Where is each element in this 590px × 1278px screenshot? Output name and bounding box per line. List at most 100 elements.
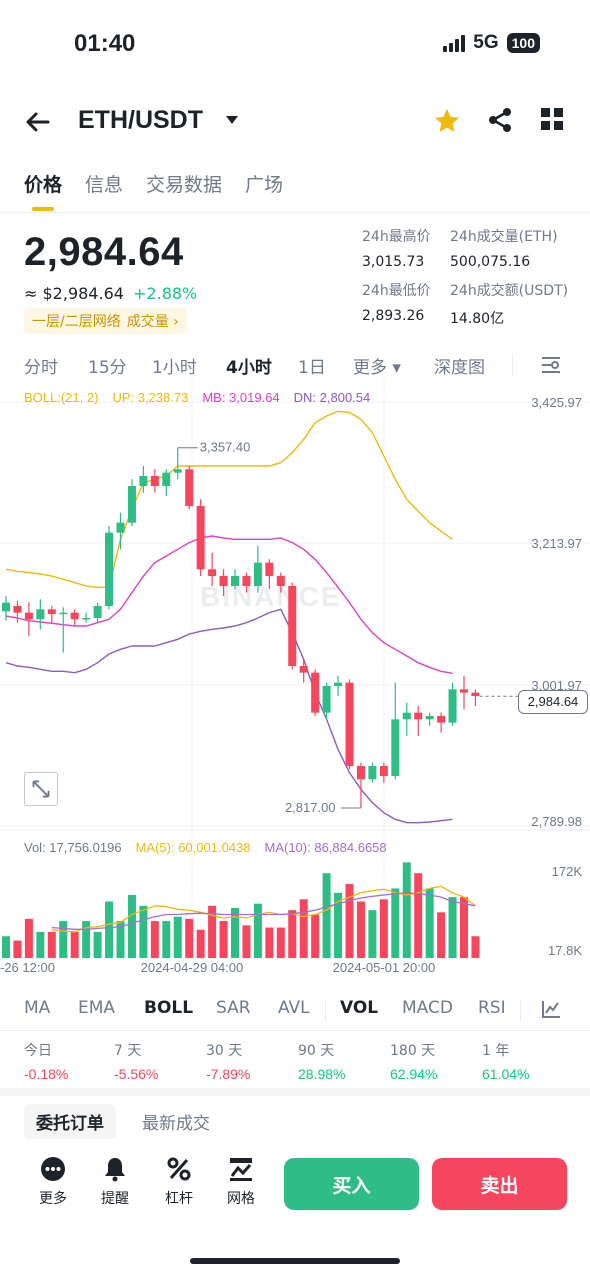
percent-icon bbox=[167, 1157, 191, 1181]
candle-body bbox=[322, 685, 331, 713]
boll-mb: MB: 3,019.64 bbox=[202, 390, 280, 405]
volume-bar bbox=[379, 899, 388, 958]
chart-settings-icon[interactable] bbox=[540, 354, 562, 376]
tag-volume[interactable]: 成交量 › bbox=[126, 314, 179, 330]
share-icon[interactable] bbox=[486, 106, 514, 134]
volume-bar bbox=[196, 929, 205, 958]
candle-body bbox=[368, 765, 377, 780]
vol-ma5: MA(5): 60,001.0438 bbox=[135, 840, 251, 855]
active-tab-indicator bbox=[32, 207, 54, 211]
tab-trading-data[interactable]: 交易数据 bbox=[146, 174, 223, 196]
tab-latest-trades[interactable]: 最新成交 bbox=[142, 1114, 210, 1134]
volume-bar bbox=[356, 901, 365, 958]
tabs-divider bbox=[0, 212, 590, 213]
ind-ma[interactable]: MA bbox=[24, 998, 51, 1018]
performance-label: 30 天 bbox=[206, 1043, 243, 1059]
grid-action[interactable]: 网格 bbox=[216, 1156, 266, 1208]
volume-bar bbox=[24, 918, 33, 958]
interval-4h[interactable]: 4小时 bbox=[226, 358, 272, 378]
boll-params: BOLL:(21, 2) bbox=[24, 390, 99, 405]
interval-15m[interactable]: 15分 bbox=[88, 358, 127, 378]
candle-body bbox=[402, 712, 411, 720]
performance-value: 28.98% bbox=[298, 1066, 346, 1082]
interval-more[interactable]: 更多 ▾ bbox=[353, 358, 401, 378]
volume-axis-label: 17.8K bbox=[548, 943, 582, 958]
interval-1h[interactable]: 1小时 bbox=[152, 358, 197, 378]
performance-item: 90 天 28.98% bbox=[298, 1040, 388, 1082]
status-right: 5G 100 bbox=[443, 32, 540, 54]
candle-body bbox=[219, 575, 228, 586]
boll-dn: DN: 2,800.54 bbox=[293, 390, 371, 405]
performance-value: 62.94% bbox=[390, 1066, 438, 1082]
network-label: 5G bbox=[473, 32, 499, 53]
ind-rsi[interactable]: RSI bbox=[478, 998, 506, 1018]
volume-bar bbox=[116, 921, 125, 958]
low-marker-label: 2,817.00 bbox=[285, 800, 336, 815]
favorite-star-icon[interactable] bbox=[432, 106, 462, 136]
tab-info[interactable]: 信息 bbox=[85, 174, 124, 196]
candle-body bbox=[196, 505, 205, 570]
sell-button[interactable]: 卖出 bbox=[432, 1158, 567, 1210]
indicator-tabs: MA EMA BOLL SAR AVL VOL MACD RSI bbox=[0, 994, 590, 1024]
performance-value: 61.04% bbox=[482, 1066, 530, 1082]
vol-ma10-line bbox=[51, 892, 476, 930]
buy-button[interactable]: 买入 bbox=[284, 1158, 419, 1210]
volume-bar bbox=[265, 927, 274, 958]
alert-action[interactable]: 提醒 bbox=[90, 1156, 140, 1208]
vol-ma5-line bbox=[51, 885, 476, 933]
indicator-divider bbox=[0, 1030, 590, 1031]
home-indicator bbox=[190, 1258, 400, 1264]
candle-body bbox=[59, 612, 68, 615]
kline-chart[interactable]: BINANCE 3,357.402,817.00 3,425.973,213.9… bbox=[0, 380, 590, 980]
category-tags[interactable]: 一层/二层网络 成交量 › bbox=[24, 308, 187, 334]
more-action[interactable]: 更多 bbox=[28, 1156, 78, 1208]
candle-body bbox=[162, 472, 171, 486]
boll-lines bbox=[5, 410, 453, 824]
price-change: +2.88% bbox=[133, 284, 198, 303]
back-arrow-icon[interactable] bbox=[22, 106, 54, 138]
more-icon bbox=[41, 1157, 65, 1181]
candle-body bbox=[265, 562, 274, 576]
ind-sar[interactable]: SAR bbox=[216, 998, 251, 1018]
ind-vol[interactable]: VOL bbox=[340, 998, 379, 1018]
tab-price[interactable]: 价格 bbox=[24, 174, 63, 196]
interval-depth[interactable]: 深度图 bbox=[434, 358, 485, 378]
margin-action[interactable]: 杠杆 bbox=[154, 1156, 204, 1208]
stat-low-value: 2,893.26 bbox=[362, 308, 425, 324]
volume-bar bbox=[150, 921, 159, 958]
tab-open-orders[interactable]: 委托订单 bbox=[24, 1104, 116, 1139]
more-label: 更多 bbox=[39, 1191, 67, 1207]
pair-title[interactable]: ETH/USDT bbox=[78, 106, 203, 134]
ind-boll[interactable]: BOLL bbox=[144, 998, 194, 1018]
ind-ema[interactable]: EMA bbox=[78, 998, 116, 1018]
candle-body bbox=[356, 765, 365, 780]
volume-bar bbox=[448, 897, 457, 958]
volume-bar bbox=[391, 888, 400, 958]
candle-body bbox=[231, 575, 239, 586]
indicator-settings-icon[interactable] bbox=[540, 998, 562, 1020]
interval-1d[interactable]: 1日 bbox=[298, 358, 326, 378]
bottom-action-bar: 更多 提醒 杠杆 网格 买入 卖出 bbox=[0, 1156, 590, 1216]
time-axis-label: -26 12:00 bbox=[0, 960, 55, 975]
page-tabs: 价格 信息 交易数据 广场 bbox=[24, 170, 283, 197]
tag-layer[interactable]: 一层/二层网络 bbox=[32, 314, 121, 330]
performance-item: 今日 -0.18% bbox=[24, 1040, 114, 1082]
stat-vol-usdt-label: 24h成交额(USDT) bbox=[450, 283, 569, 299]
ind-avl[interactable]: AVL bbox=[278, 998, 310, 1018]
price-axis-label: 2,789.98 bbox=[531, 814, 582, 829]
vol-legend: Vol: 17,756.0196 MA(5): 60,001.0438 MA(1… bbox=[24, 840, 387, 855]
order-tabs: 委托订单 最新成交 bbox=[24, 1104, 222, 1139]
tab-square[interactable]: 广场 bbox=[245, 174, 284, 196]
expand-icon[interactable] bbox=[24, 772, 58, 806]
ind-macd[interactable]: MACD bbox=[402, 998, 453, 1018]
indicator-separator bbox=[520, 999, 521, 1021]
caret-down-icon[interactable] bbox=[224, 112, 240, 128]
interval-timeline[interactable]: 分时 bbox=[24, 358, 58, 378]
time-axis-label: 2024-05-01 20:00 bbox=[333, 960, 436, 975]
candle-body bbox=[471, 692, 480, 696]
indicator-separator bbox=[325, 999, 326, 1021]
candle-body bbox=[379, 765, 388, 776]
grid-menu-icon[interactable] bbox=[539, 106, 565, 132]
volume-bar bbox=[82, 921, 91, 958]
volume-bar bbox=[47, 931, 56, 958]
